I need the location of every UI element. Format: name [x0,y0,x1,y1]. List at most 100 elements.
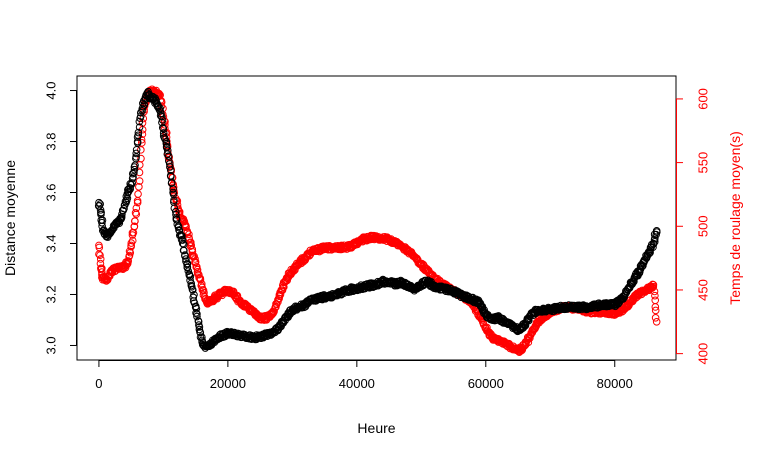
y2-axis-title: Temps de roulage moyen(s) [727,131,743,305]
data-point [650,287,659,296]
data-point [159,124,168,133]
data-point [95,198,103,207]
y2-tick-label: 600 [696,88,711,110]
data-point [181,252,189,260]
data-point [98,222,106,231]
data-point [167,179,176,187]
data-point [192,304,201,313]
data-point [180,217,189,226]
data-point [271,304,279,312]
data-point [650,238,659,246]
y2-tick-label: 500 [696,215,711,237]
y-axis-left: 3.0 3.2 3.4 3.6 3.8 4.0 [44,81,77,355]
data-point [138,139,146,147]
data-point [182,223,190,231]
data-point [270,307,278,316]
y-tick-label: 3.8 [44,132,59,150]
data-point [182,255,190,263]
data-point [96,200,104,208]
data-point [187,238,195,247]
data-point [132,149,141,158]
data-point [651,291,659,300]
data-point [96,251,104,260]
y-tick-label: 3.0 [44,336,59,354]
data-point [130,165,139,174]
data-point [97,210,105,219]
data-point [189,293,198,302]
data-point [199,291,208,299]
y2-tick-label: 550 [696,152,711,174]
data-point [185,271,194,280]
data-point [173,197,182,205]
data-point [129,173,137,181]
data-point [134,131,142,140]
data-point [96,255,105,263]
data-point [130,168,138,177]
data-point [178,232,186,240]
y-tick-label: 4.0 [44,81,59,99]
data-point [125,251,134,260]
data-point [169,185,177,193]
data-point [156,111,165,120]
data-point [195,323,204,331]
data-point [135,117,144,126]
data-point [132,204,141,212]
data-point [196,276,205,284]
x-tick-label: 60000 [468,376,504,391]
data-point [152,96,160,105]
data-point [172,210,180,219]
data-point [191,255,199,263]
data-point [652,317,661,326]
data-point [128,169,137,178]
data-point [130,222,139,231]
data-point [139,102,148,111]
data-point [649,243,657,252]
data-point [198,333,206,342]
y-axis-right: 400 450 500 550 600 [676,88,711,364]
data-point [651,303,660,311]
data-point [96,259,105,268]
data-point [163,146,172,155]
data-point [132,153,140,161]
data-point [95,250,103,258]
x-tick-label: 0 [95,376,102,391]
data-point [164,152,173,160]
y-axis-title: Distance moyenne [2,160,18,276]
data-point [652,226,661,235]
data-point [192,309,200,317]
data-point [193,310,201,318]
data-point [276,290,285,299]
y-tick-label: 3.4 [44,234,59,252]
data-point [183,259,192,268]
data-point [651,306,660,315]
data-point [95,201,104,210]
data-point [158,112,166,121]
data-point [128,179,136,187]
x-axis: 0 20000 40000 60000 80000 [95,360,633,391]
data-point [158,115,167,124]
data-point [135,183,143,191]
data-point [131,217,139,225]
x-tick-label: 20000 [210,376,246,391]
data-point [179,246,188,255]
data-point [640,256,649,265]
data-point [651,314,660,322]
data-point [193,265,202,274]
data-point [178,236,187,244]
data-point [128,236,137,245]
data-point [183,263,192,271]
data-point [162,139,171,148]
data-point [166,163,174,171]
y-tick-label: 3.2 [44,285,59,303]
data-point [134,128,143,137]
data-point [196,328,205,337]
data-point [169,190,178,199]
data-point [195,270,203,279]
data-point [651,296,660,305]
data-point [127,241,135,250]
data-point [190,299,199,307]
data-point [193,312,201,321]
data-point [137,154,145,163]
black-series-points [94,87,661,352]
